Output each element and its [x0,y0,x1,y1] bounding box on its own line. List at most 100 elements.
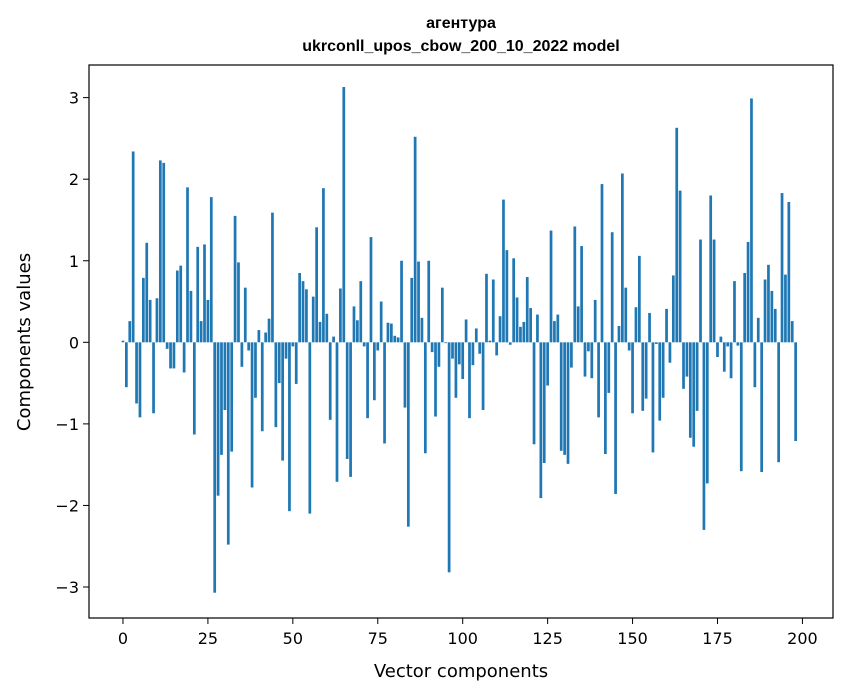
chart-title-line1: агентура [426,15,496,32]
bar [726,342,730,347]
bar [790,321,794,343]
bar [627,342,631,351]
bar [162,162,166,343]
plot-frame [88,64,834,619]
bar [675,127,679,343]
bar [736,342,740,346]
bar [349,342,352,477]
bar [318,321,322,343]
bar [739,342,743,472]
bar [264,332,268,343]
bar [359,281,363,343]
bar [485,273,488,343]
bar [522,321,526,343]
bar [553,321,556,343]
bar [580,246,583,343]
bar [488,340,492,343]
bar [189,290,193,343]
bar [369,237,373,343]
bar [600,184,604,343]
bar [617,326,621,343]
bar [468,342,471,419]
bar [444,342,448,344]
bar [305,289,308,343]
bar [621,173,624,343]
bar [209,197,213,343]
bar [434,342,437,417]
y-tick-label: −2 [55,496,79,515]
bar [237,262,240,343]
bar [716,342,719,357]
bar [491,279,495,343]
bar [709,195,713,343]
bar [794,342,797,442]
bar [624,287,628,343]
bar [420,317,424,343]
bar [230,342,234,452]
bar [746,241,750,343]
bar [519,326,522,343]
bar [403,342,407,408]
x-axis-label: Vector components [374,661,548,682]
bar [400,260,403,343]
y-axis-ticks: −3 −2 −1 0 1 2 3 [55,89,89,597]
bar [220,342,223,455]
y-tick-label: 3 [69,89,79,108]
bar [631,342,634,414]
x-tick-label: 75 [368,629,388,648]
bar [682,342,685,389]
bar [138,342,142,418]
bar [233,215,237,343]
bar [750,98,753,343]
bar [722,342,726,372]
bar [719,336,723,343]
x-axis-ticks: 0 25 50 75 100 125 150 175 200 [118,618,818,648]
bar [447,342,451,573]
bar [665,308,668,343]
bar [155,298,159,343]
bars-group [121,87,797,593]
bar [502,199,505,343]
bar [393,335,397,343]
bar [356,320,359,343]
y-tick-label: 2 [69,170,79,189]
bar [648,312,651,343]
bar [128,321,132,343]
bar [413,136,417,343]
bar [179,265,183,343]
bar [576,306,580,343]
bar [131,151,135,343]
bar [505,250,509,343]
bar [770,290,774,343]
x-tick-label: 100 [447,629,478,648]
bar [536,314,539,343]
bar [125,342,128,388]
bar [583,342,587,377]
bar [495,342,499,356]
bar [508,342,512,345]
bar [593,299,597,343]
bar [277,342,281,384]
bar [267,318,271,343]
bar [196,246,200,343]
bar [383,342,386,444]
bar [457,342,461,365]
x-tick-label: 175 [702,629,733,648]
bar [260,342,264,432]
bar [345,342,349,459]
bar [566,342,570,464]
bar [206,299,210,343]
bar [773,308,777,343]
bar [247,342,251,351]
bar [257,330,261,343]
bar [763,279,767,343]
bar [175,270,179,343]
y-axis-label: Components values [14,253,35,431]
bar [437,342,441,367]
bar [199,321,203,343]
bar [121,340,125,343]
bar [695,342,699,411]
bar [254,342,257,398]
bar [376,342,380,351]
